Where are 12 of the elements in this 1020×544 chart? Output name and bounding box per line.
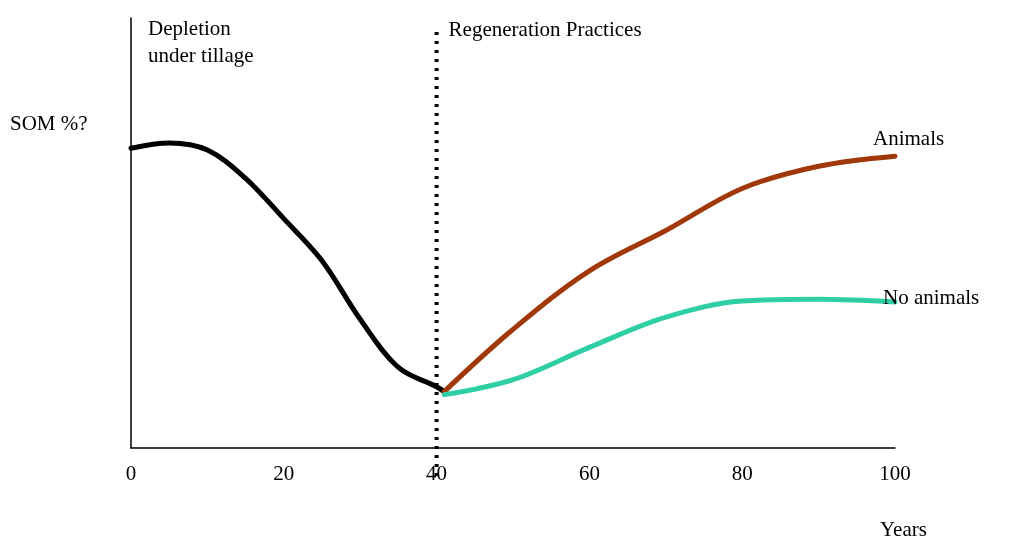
- x-tick-label: 20: [273, 460, 295, 485]
- series-label: Animals: [873, 126, 945, 151]
- x-tick-label: 100: [879, 460, 911, 485]
- ref-line-label: Regeneration Practices: [448, 16, 642, 41]
- series-label: No animals: [883, 284, 980, 309]
- x-tick-label: 40: [426, 460, 448, 485]
- x-axis-title: Years: [880, 516, 927, 541]
- x-tick-label: 0: [125, 460, 137, 485]
- x-tick-label: 80: [731, 460, 753, 485]
- x-tick-label: 60: [578, 460, 600, 485]
- y-axis-title: SOM %?: [10, 110, 88, 135]
- text: Depletion under tillage: [148, 15, 254, 67]
